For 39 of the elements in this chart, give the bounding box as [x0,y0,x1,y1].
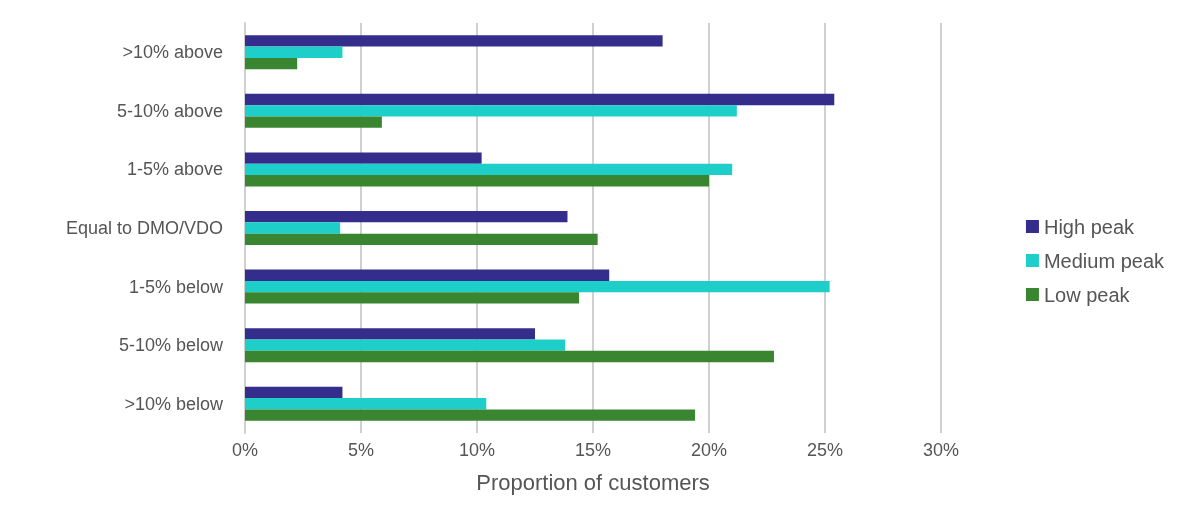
legend-label: Medium peak [1043,249,1165,272]
bar [245,398,487,410]
y-tick-label: 1-5% above [126,159,223,180]
y-tick-label: 5-10% below [118,335,224,356]
bar [245,46,343,58]
bar [245,222,341,234]
bar [245,339,566,351]
bar [245,350,774,363]
y-tick-label: >10% above [122,42,223,63]
x-tick-label: 20% [690,440,728,460]
x-tick-label: 10% [458,440,496,460]
bar [245,57,298,70]
bar [245,269,610,281]
x-tick-label: 25% [806,440,844,460]
x-axis-title: Proportion of customers [476,469,710,495]
bar [245,35,663,47]
legend-label: High peak [1043,215,1135,238]
bar [245,211,568,223]
bar [245,292,580,304]
y-tick-label: 1-5% below [128,276,224,297]
y-tick-label: 5-10% above [116,100,223,121]
y-tick-label: >10% below [124,393,224,414]
bar [245,93,835,106]
bar [245,386,343,399]
legend-label: Low peak [1043,283,1131,306]
bar [245,116,382,128]
bar [245,328,535,340]
bar [245,105,737,117]
y-tick-label: Equal to DMO/VDO [65,218,223,238]
bar [245,152,482,164]
x-tick-label: 0% [231,440,259,460]
bar [245,175,709,187]
x-tick-label: 15% [574,440,612,460]
bar [245,163,733,176]
bar [245,280,830,293]
x-tick-label: 5% [347,440,375,460]
bar [245,233,598,245]
bar [245,409,696,421]
x-tick-label: 30% [922,440,960,460]
